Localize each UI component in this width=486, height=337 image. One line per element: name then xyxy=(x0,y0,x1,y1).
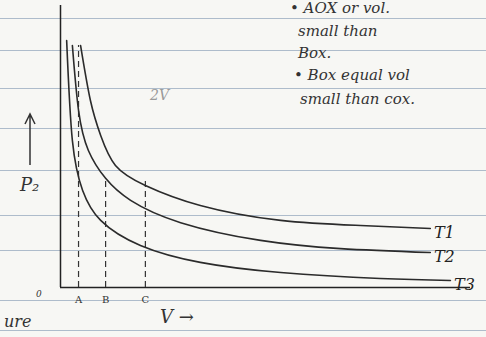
html-text:small than cox.: small than cox. xyxy=(300,90,415,108)
html-text:• Box equal vol: • Box equal vol xyxy=(294,66,410,84)
html-text:2V: 2V xyxy=(150,87,169,103)
html-text:0: 0 xyxy=(36,289,42,299)
svg-text:A: A xyxy=(74,294,83,305)
html-text:• AOX or vol.: • AOX or vol. xyxy=(290,0,390,17)
svg-text:C: C xyxy=(142,294,150,305)
html-text:V →: V → xyxy=(160,306,194,327)
svg-text:T3: T3 xyxy=(454,275,475,294)
html-text:P₂: P₂ xyxy=(20,174,40,195)
html-text:ure: ure xyxy=(4,312,32,331)
svg-text:B: B xyxy=(102,294,109,305)
svg-text:T2: T2 xyxy=(434,247,455,266)
svg-text:T1: T1 xyxy=(434,223,455,242)
html-text:small than: small than xyxy=(298,22,378,40)
html-text:Box.: Box. xyxy=(298,44,332,62)
